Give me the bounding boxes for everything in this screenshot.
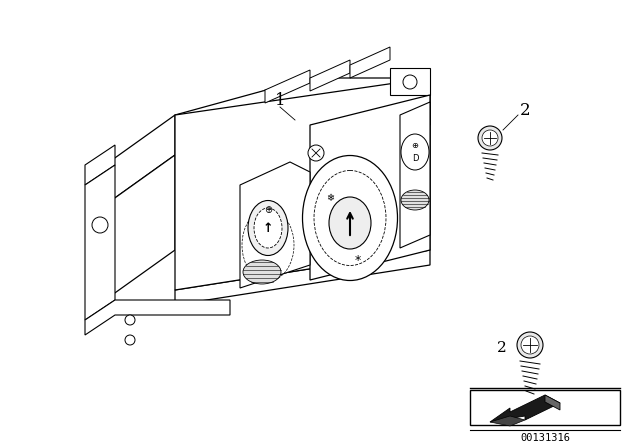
Circle shape xyxy=(482,130,498,146)
Polygon shape xyxy=(175,78,430,290)
Polygon shape xyxy=(85,165,115,320)
Circle shape xyxy=(125,335,135,345)
Circle shape xyxy=(521,336,539,354)
Polygon shape xyxy=(175,250,430,305)
Polygon shape xyxy=(105,115,175,205)
Text: ❄: ❄ xyxy=(326,193,334,203)
Polygon shape xyxy=(175,78,430,155)
Ellipse shape xyxy=(248,201,288,255)
Circle shape xyxy=(478,126,502,150)
Text: ↑: ↑ xyxy=(263,221,273,234)
Text: D: D xyxy=(412,154,419,163)
Circle shape xyxy=(125,315,135,325)
Ellipse shape xyxy=(303,155,397,280)
Polygon shape xyxy=(490,395,560,422)
Text: ⊕: ⊕ xyxy=(412,141,419,150)
Circle shape xyxy=(517,332,543,358)
Text: 1: 1 xyxy=(275,91,285,108)
Circle shape xyxy=(403,75,417,89)
Circle shape xyxy=(308,145,324,161)
Polygon shape xyxy=(490,416,525,426)
Polygon shape xyxy=(105,155,175,300)
Ellipse shape xyxy=(314,171,386,266)
Ellipse shape xyxy=(401,190,429,210)
Polygon shape xyxy=(310,60,350,91)
Circle shape xyxy=(92,217,108,233)
Polygon shape xyxy=(85,300,230,335)
Text: 00131316: 00131316 xyxy=(520,433,570,443)
Polygon shape xyxy=(265,70,310,103)
Polygon shape xyxy=(545,395,560,410)
Polygon shape xyxy=(350,47,390,78)
Polygon shape xyxy=(310,95,430,280)
Ellipse shape xyxy=(329,197,371,249)
Polygon shape xyxy=(390,68,430,95)
Polygon shape xyxy=(400,102,430,248)
Ellipse shape xyxy=(254,208,282,248)
Text: 2: 2 xyxy=(497,341,507,355)
Polygon shape xyxy=(240,162,310,288)
Ellipse shape xyxy=(401,134,429,170)
Text: 2: 2 xyxy=(520,102,531,119)
Text: ⊕: ⊕ xyxy=(264,205,272,215)
Polygon shape xyxy=(85,145,115,185)
Bar xyxy=(470,390,620,425)
Text: *: * xyxy=(355,254,361,267)
Ellipse shape xyxy=(243,260,281,284)
